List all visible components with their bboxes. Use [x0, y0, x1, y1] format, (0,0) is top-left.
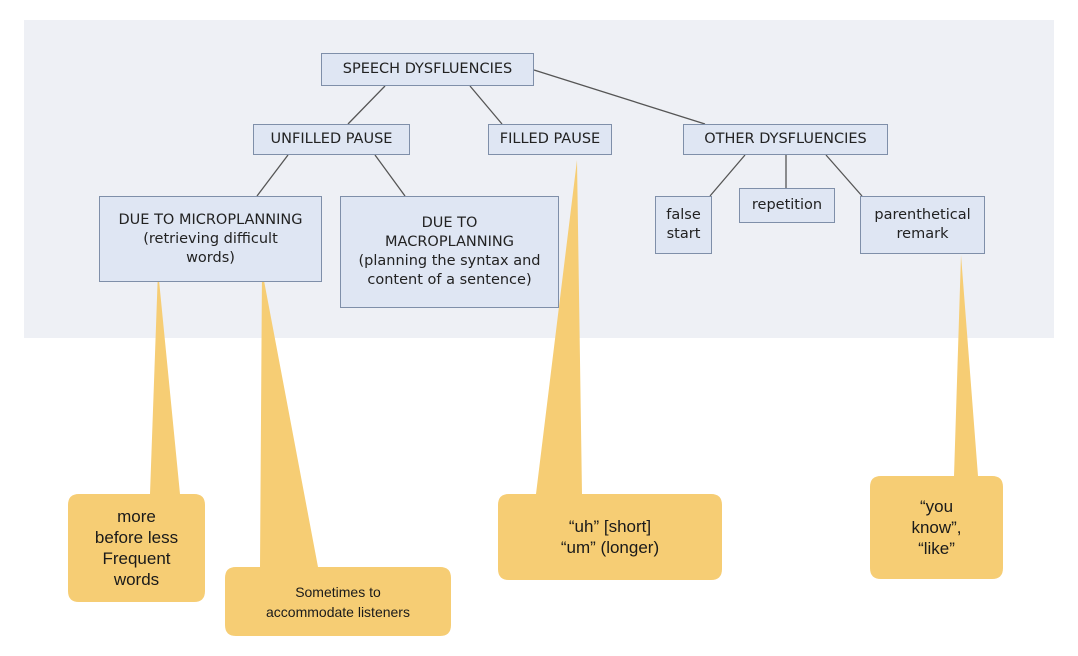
node-false-start: false start	[655, 196, 712, 254]
edge-root-filled	[469, 85, 503, 125]
node-filled-pause: FILLED PAUSE	[488, 124, 612, 155]
callout-uh-um-bubble	[498, 160, 722, 580]
edge-unfilled-macro	[374, 154, 406, 197]
node-due-to-microplanning: DUE TO MICROPLANNING (retrieving difficu…	[99, 196, 322, 282]
callout-frequency-text: more before less Frequent words	[94, 507, 179, 589]
callout-listeners-bubble	[225, 270, 451, 636]
node-due-to-macroplanning: DUE TO MACROPLANNING (planning the synta…	[340, 196, 559, 308]
node-speech-dysfluencies: SPEECH DYSFLUENCIES	[321, 53, 534, 86]
edge-other-false-start	[709, 154, 746, 197]
callout-listeners-text: Sometimes to accommodate listeners	[266, 583, 410, 620]
edge-root-other	[533, 69, 706, 125]
node-other-dysfluencies: OTHER DYSFLUENCIES	[683, 124, 888, 155]
node-unfilled-pause: UNFILLED PAUSE	[253, 124, 410, 155]
node-repetition: repetition	[739, 188, 835, 223]
callout-you-know-text: “you know”, “like”	[911, 497, 962, 558]
callout-you-know-bubble	[870, 255, 1003, 579]
node-parenthetical-remark: parenthetical remark	[860, 196, 985, 254]
callout-frequency-bubble	[68, 270, 205, 602]
edge-other-parenthetical	[825, 154, 863, 197]
edge-root-unfilled	[347, 85, 386, 125]
callout-uh-um-text: “uh” [short] “um” (longer)	[560, 517, 660, 557]
edge-unfilled-micro	[256, 154, 289, 197]
